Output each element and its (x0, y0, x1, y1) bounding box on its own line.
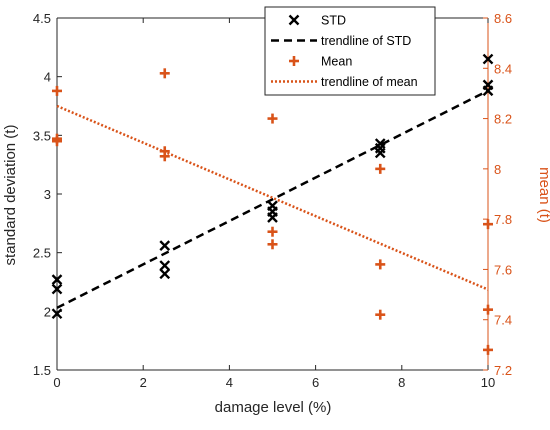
x-tick-label: 4 (226, 375, 233, 390)
marker-x-stroke (159, 268, 171, 280)
legend-label: trendline of STD (321, 34, 411, 48)
y-left-tick-label: 4.5 (33, 11, 51, 26)
mean-point (483, 344, 493, 355)
y-right-tick-label: 8.2 (494, 112, 512, 127)
y-right-tick-label: 8 (494, 162, 501, 177)
y-left-tick-label: 1.5 (33, 363, 51, 378)
marker-x-stroke (51, 308, 63, 320)
y-right-tick-label: 8.4 (494, 61, 512, 76)
std-point (51, 283, 63, 295)
mean-point (52, 133, 62, 144)
legend-swatch-mean (289, 56, 299, 66)
marker-x-stroke (482, 53, 494, 65)
y-right-tick-label: 7.8 (494, 212, 512, 227)
data-marks (51, 53, 494, 355)
mean-point (483, 219, 493, 230)
legend: STD trendline of STD Mean trendline of mean (264, 6, 436, 96)
mean-point (375, 259, 386, 270)
y-left-tick-label: 4 (44, 70, 51, 85)
marker-x-stroke (267, 200, 278, 212)
mean-point (52, 85, 62, 96)
x-tick-label: 2 (140, 375, 147, 390)
marker-x-stroke (288, 14, 300, 26)
y-right-tick-label: 7.2 (494, 363, 512, 378)
y-right-tick-label: 8.6 (494, 11, 512, 26)
legend-label: trendline of mean (321, 75, 418, 89)
legend-swatch-std (288, 14, 300, 26)
mean-point (267, 226, 278, 237)
y-left-tick-label: 2.5 (33, 246, 51, 261)
y-left-tick-label: 3 (44, 187, 51, 202)
y-right-tick-label: 7.4 (494, 313, 512, 328)
y-left-tick-label: 3.5 (33, 128, 51, 143)
y-axis-left-label: standard deviation (t) (2, 125, 19, 266)
mean-point (267, 113, 278, 124)
x-tick-label: 0 (53, 375, 60, 390)
std-point (51, 274, 63, 286)
marker-x-stroke (482, 79, 494, 91)
std-point (482, 53, 494, 65)
x-tick-label: 10 (481, 375, 495, 390)
legend-label: Mean (321, 55, 352, 69)
marker-x-stroke (51, 283, 63, 295)
mean-point (375, 309, 386, 320)
mean-point (483, 304, 493, 315)
std-point (159, 260, 171, 271)
y-right-tick-label: 7.6 (494, 262, 512, 277)
mean-point (159, 68, 170, 79)
marker-x-stroke (159, 260, 171, 271)
std-point (159, 240, 171, 251)
std-point (374, 138, 386, 149)
marker-x-stroke (159, 240, 171, 251)
std-point (267, 200, 278, 212)
mean-point (267, 239, 278, 250)
axes: 0 2 4 6 8 10 1.5 2 2.5 3 3.5 4 4.5 7.2 7.4 7.6 7.8 8 8.2 8.… (33, 11, 512, 390)
x-axis-label: damage level (%) (215, 399, 332, 416)
mean-point (375, 163, 386, 174)
x-tick-label: 8 (398, 375, 405, 390)
x-tick-label: 6 (312, 375, 319, 390)
legend-label: STD (321, 14, 346, 28)
mean-point (159, 146, 170, 157)
marker-x-stroke (51, 274, 63, 286)
std-point (159, 268, 171, 280)
y-axis-right-label: mean (t) (536, 167, 550, 223)
trendline-std (56, 89, 489, 309)
std-point (482, 79, 494, 91)
marker-x-stroke (374, 138, 386, 149)
std-point (51, 308, 63, 320)
y-left-tick-label: 2 (44, 304, 51, 319)
